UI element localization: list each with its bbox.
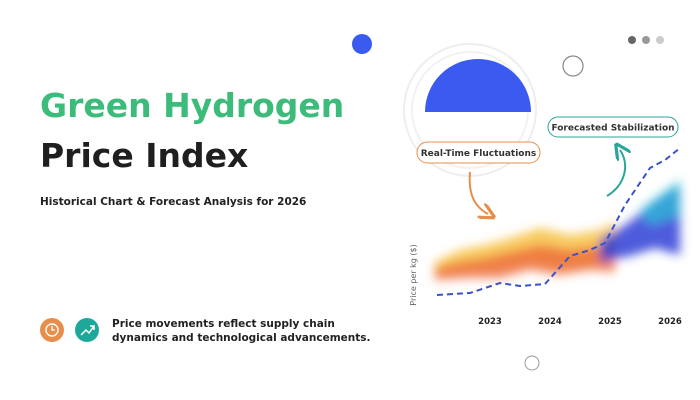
subtitle: Historical Chart & Forecast Analysis for… (40, 196, 306, 208)
decor-circle (562, 55, 584, 77)
x-label: 2023 (478, 317, 502, 327)
title-line: Green Hydrogen (40, 86, 344, 125)
page-dot[interactable] (642, 36, 650, 44)
note-line: Price movements reflect supply chain (112, 318, 335, 330)
trend-icon (80, 325, 95, 336)
x-label: 2024 (538, 317, 562, 327)
arrow (468, 171, 488, 214)
annotation-pill (547, 116, 679, 138)
decor-dot (352, 34, 372, 54)
decor-circle (524, 355, 540, 371)
forecast-line (436, 147, 681, 296)
annotation: Forecasted Stabilization (551, 124, 674, 134)
y-axis-label: Price per kg ($) (409, 244, 418, 305)
x-label: 2026 (658, 317, 682, 327)
note-line: dynamics and technological advancements. (112, 332, 371, 344)
clock-icon (45, 323, 59, 337)
annotation-pill (416, 141, 541, 164)
arrow (606, 150, 625, 197)
title-line: Price Index (40, 136, 248, 175)
fluctuation-area (435, 180, 680, 280)
page-dot[interactable] (656, 36, 664, 44)
annotation: Real-Time Fluctuations (421, 149, 537, 159)
x-label: 2025 (598, 317, 622, 327)
page-dot[interactable] (628, 36, 636, 44)
clock-icon (51, 326, 55, 331)
decor-half-disc (425, 59, 531, 112)
